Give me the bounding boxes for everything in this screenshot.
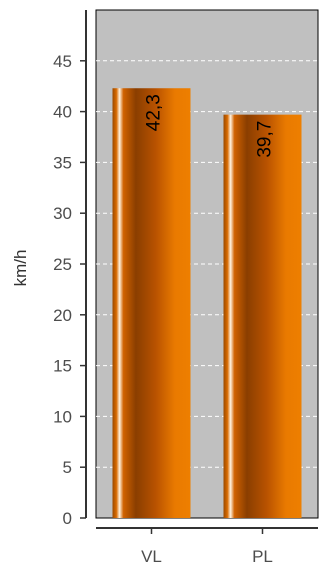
y-axis: 0 5 10 15 20 25 30 35 40 45 [53,10,87,528]
x-axis: VL PL [96,527,318,566]
y-tick-label-30: 30 [53,204,72,223]
x-tick-label-PL: PL [252,547,273,566]
y-tick-label-0: 0 [63,509,72,528]
y-tick-label-35: 35 [53,153,72,172]
bar-PL [223,114,302,518]
y-tick-label-10: 10 [53,407,72,426]
value-labels: 42,3 39,7 [144,94,276,157]
y-axis-title: km/h [11,250,30,287]
bars [112,88,302,519]
x-tick-label-VL: VL [141,547,162,566]
value-label-PL: 39,7 [255,121,276,158]
y-tick-label-20: 20 [53,306,72,325]
y-tick-label-15: 15 [53,357,72,376]
y-tick-label-5: 5 [63,458,72,477]
bar-VL [112,88,191,519]
y-tick-label-25: 25 [53,255,72,274]
y-tick-label-45: 45 [53,52,72,71]
value-label-VL: 42,3 [144,94,165,131]
y-tick-label-40: 40 [53,103,72,122]
